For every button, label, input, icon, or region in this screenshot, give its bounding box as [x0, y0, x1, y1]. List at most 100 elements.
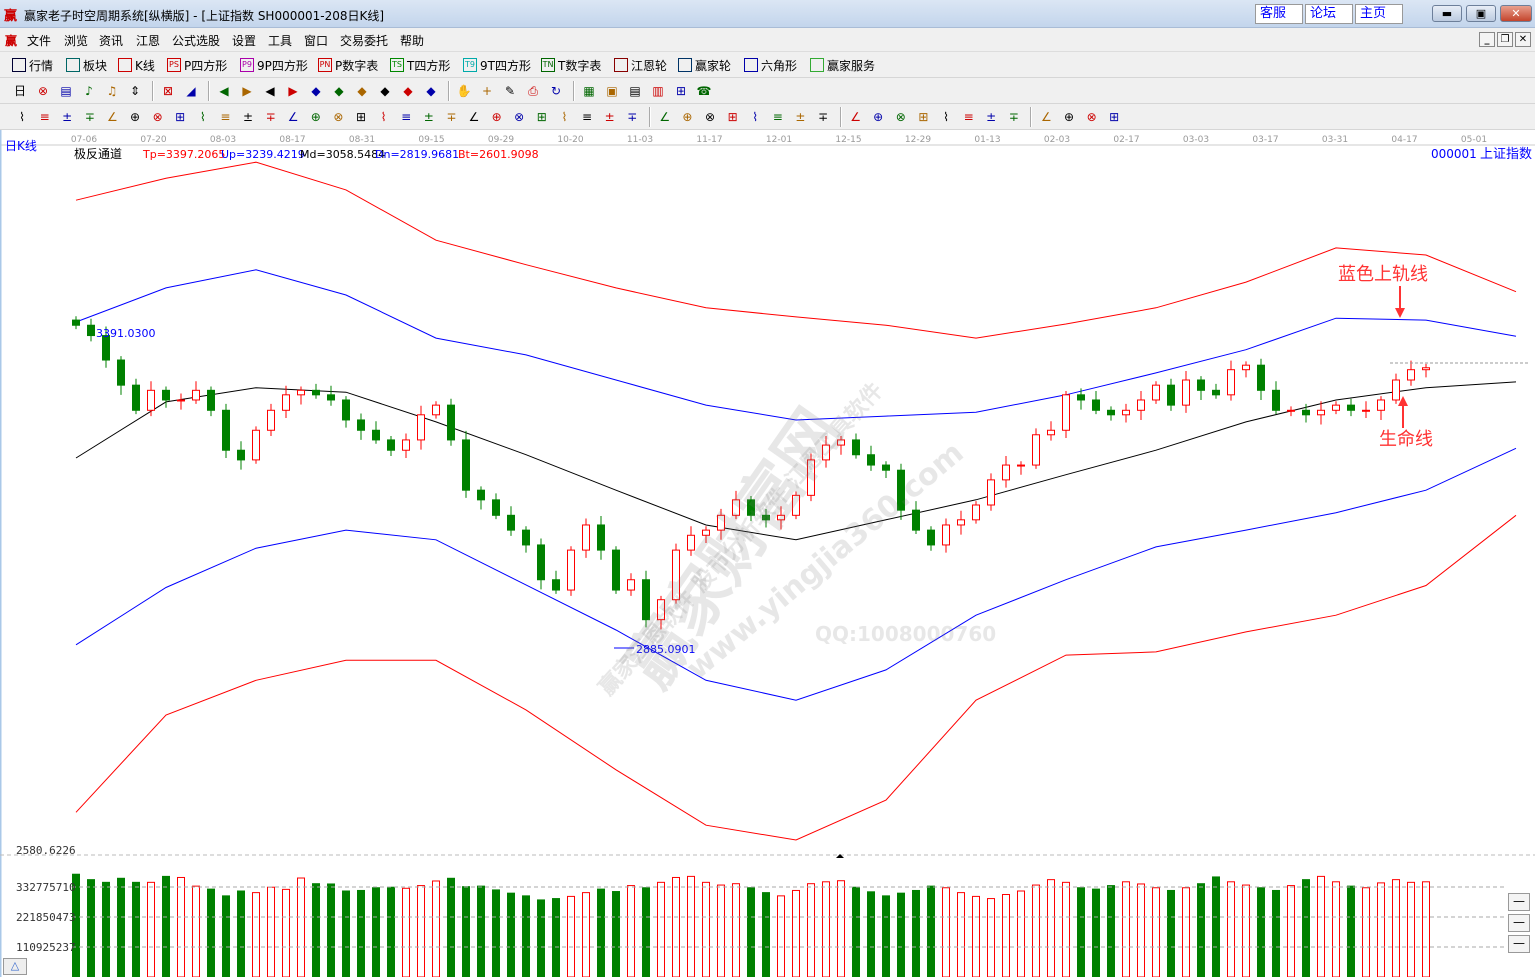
arrow-shrink-icon[interactable]: ◆	[426, 84, 436, 98]
gann-grid-icon[interactable]: ∠	[287, 110, 299, 124]
toolbar-winner-wheel-button[interactable]: 赢家轮	[678, 56, 731, 74]
red-icon[interactable]: ⊠	[162, 84, 174, 98]
toolbar-gann-wheel-button[interactable]: 江恩轮	[614, 56, 667, 74]
fib-icon[interactable]: ∠	[107, 110, 118, 124]
period-day-icon[interactable]: 日	[13, 84, 26, 98]
n2-icon[interactable]: ≡	[220, 110, 231, 124]
lines-icon[interactable]: ⌇	[199, 110, 206, 124]
scale-mid-button[interactable]: —	[1508, 914, 1530, 932]
table-icon[interactable]: ∠	[659, 110, 671, 124]
menu-item-5[interactable]: 设置	[232, 34, 257, 48]
print-icon[interactable]: ⎙	[528, 84, 538, 98]
menu-item-9[interactable]: 帮助	[400, 34, 425, 48]
mdi-restore-button[interactable]: ❐	[1497, 32, 1513, 47]
mdi-close-button[interactable]: ✕	[1515, 32, 1531, 47]
grid-icon[interactable]: ≡	[401, 110, 412, 124]
last-icon[interactable]: ▶	[242, 84, 252, 98]
pressure-icon[interactable]: ≡	[963, 110, 974, 124]
fan-icon[interactable]: ∠	[468, 110, 480, 124]
hold-icon[interactable]: ⊞	[355, 110, 367, 124]
mdi-minimize-button[interactable]: _	[1479, 32, 1495, 47]
indicator-icon[interactable]: ⇕	[129, 84, 141, 98]
arrow-both-icon[interactable]: ◆	[357, 84, 367, 98]
yinyang-icon[interactable]: ⊗	[1086, 110, 1097, 124]
window-grid-icon[interactable]: ∠	[1041, 110, 1052, 124]
kline-chart[interactable]: 07-06 07-20 08-03 08-17 08-31 09-15 09-29 10-20…	[0, 130, 1535, 977]
arrow-mark-icon[interactable]: ±	[795, 110, 806, 124]
wave-icon[interactable]: ⌇	[561, 110, 568, 124]
toolbar-hexagon-button[interactable]: 六角形	[744, 56, 797, 74]
toolbar-sector-grid-button[interactable]: 板块	[66, 56, 107, 74]
notes-icon[interactable]: ▤	[629, 84, 641, 98]
close-button[interactable]: ✕	[1500, 5, 1532, 22]
parallel-icon[interactable]: ≡	[39, 110, 50, 124]
hand-icon[interactable]: ✋	[456, 84, 472, 98]
trend-icon[interactable]: ⊗	[333, 110, 344, 124]
percent-red-icon[interactable]: ⊞	[727, 110, 738, 124]
brush-icon[interactable]: ⊗	[152, 110, 163, 124]
toolbar-t9-button[interactable]: T9 9T四方形	[463, 56, 531, 74]
save-icon[interactable]: ▥	[652, 84, 664, 98]
frame-icon[interactable]: ∓	[446, 110, 457, 124]
scale-down-button[interactable]: —	[1508, 935, 1530, 953]
expand-panel-button[interactable]: △	[3, 958, 27, 975]
zoom-icon[interactable]: ⊗	[37, 84, 49, 98]
angle-icon[interactable]: ⊞	[536, 110, 547, 124]
gold-bar-icon[interactable]: ≡	[772, 110, 783, 124]
gold-circle-icon[interactable]: ⌇	[752, 110, 759, 124]
network-icon[interactable]: ⊞	[675, 84, 687, 98]
menu-item-7[interactable]: 窗口	[304, 34, 329, 48]
grid2-icon[interactable]: ≡	[581, 110, 593, 124]
arrow-expand-icon[interactable]: ◆	[403, 84, 413, 98]
toolbar-tn-button[interactable]: TN T数字表	[541, 56, 601, 74]
menu-item-8[interactable]: 交易委托	[340, 34, 389, 48]
arrow-up-icon[interactable]: ±	[242, 110, 254, 124]
gold-icon[interactable]: ∠	[850, 110, 861, 124]
menu-item-0[interactable]: 文件	[27, 34, 52, 48]
menu-item-1[interactable]: 浏览	[64, 34, 89, 48]
prev-icon[interactable]: ◀	[265, 84, 275, 98]
circle-icon[interactable]: ⊞	[175, 110, 186, 124]
red-line-icon[interactable]: ∓	[817, 110, 829, 124]
arrow-right-icon[interactable]: ◆	[334, 84, 344, 98]
gann-fan-icon[interactable]: ∓	[265, 110, 276, 124]
toolbar-pn-button[interactable]: PN P数字表	[318, 56, 378, 74]
square2-icon[interactable]: ⊗	[514, 110, 525, 124]
win-icon[interactable]: ⌇	[380, 110, 387, 124]
chart-line-icon[interactable]: ⊕	[1063, 110, 1075, 124]
level-icon[interactable]: ⊕	[873, 110, 884, 124]
chart-3-icon[interactable]: ♪	[85, 84, 93, 98]
menu-item-4[interactable]: 公式选股	[172, 34, 221, 48]
support-icon[interactable]: ±	[986, 110, 997, 124]
service-link[interactable]: 客服	[1255, 4, 1303, 24]
forum-link[interactable]: 论坛	[1305, 4, 1353, 24]
percent-line-icon[interactable]: ⊕	[682, 110, 693, 124]
toolbar-ts-button[interactable]: TS T四方形	[390, 56, 450, 74]
toolbar-p9-button[interactable]: P9 9P四方形	[240, 56, 308, 74]
homepage-link[interactable]: 主页	[1355, 4, 1403, 24]
menu-item-2[interactable]: 资讯	[99, 34, 124, 48]
pen-icon[interactable]: ✎	[504, 84, 516, 98]
arrow-left-icon[interactable]: ◆	[311, 84, 321, 98]
minimize-button[interactable]: ▬	[1432, 5, 1462, 22]
scale-up-button[interactable]: —	[1508, 893, 1530, 911]
grid3-icon[interactable]: ±	[604, 110, 615, 124]
level2-icon[interactable]: ∓	[1008, 110, 1019, 124]
toolbar-quote-table-button[interactable]: 行情	[12, 56, 53, 74]
toolbar-dollar-button[interactable]: 赢家服务	[810, 56, 875, 74]
list-icon[interactable]: ▤	[60, 84, 72, 98]
gold-line2-icon[interactable]: ∓	[84, 110, 95, 124]
calculator-icon[interactable]: ▣	[606, 84, 618, 98]
next-icon[interactable]: ▶	[288, 84, 298, 98]
square-icon[interactable]: ⊕	[491, 110, 502, 124]
first-icon[interactable]: ◀	[219, 84, 229, 98]
chart-9-icon[interactable]: ♫	[106, 84, 118, 98]
calendar-icon[interactable]: ▦	[583, 84, 595, 98]
spiral-icon[interactable]: ⊕	[129, 110, 141, 124]
draw-pen-icon[interactable]: ⌇	[19, 110, 25, 124]
refresh-icon[interactable]: ↻	[550, 84, 562, 98]
maximize-button[interactable]: ▣	[1466, 5, 1496, 22]
color-icon[interactable]: ◢	[186, 84, 196, 98]
channel-icon[interactable]: ∓	[627, 110, 638, 124]
menu-item-3[interactable]: 江恩	[136, 34, 161, 48]
